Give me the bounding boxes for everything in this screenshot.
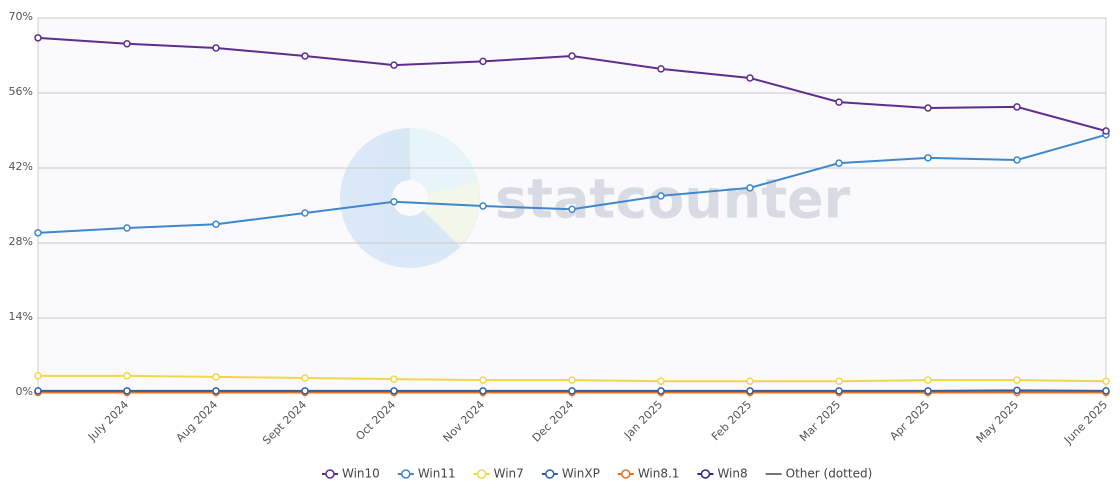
point [212, 44, 220, 52]
legend-label: WinXP [562, 467, 600, 481]
point [212, 220, 220, 228]
point [34, 372, 42, 380]
point [924, 376, 932, 384]
point [1013, 386, 1021, 395]
point [924, 154, 932, 162]
legend-marker [700, 469, 711, 479]
x-tick-label: Feb 2025 [709, 398, 754, 443]
point [123, 387, 131, 395]
point [1102, 387, 1110, 395]
point [924, 104, 932, 112]
x-tick-label: Sept 2024 [260, 398, 309, 447]
legend: Win10 Win11 Win7 WinXP Win8.1 Win8 Other (dott… [322, 467, 872, 481]
legend-label: Win8 [717, 467, 747, 481]
legend-marker [476, 469, 487, 479]
x-tick-label: Apr 2025 [887, 398, 932, 443]
point [390, 61, 398, 69]
point [34, 387, 42, 395]
point [657, 192, 665, 200]
x-tick-label: Nov 2024 [441, 398, 488, 445]
legend-label: Other (dotted) [786, 467, 873, 481]
legend-marker [325, 469, 335, 479]
point [568, 52, 576, 60]
point [1013, 376, 1021, 384]
point [835, 377, 843, 385]
legend-label: Win7 [494, 467, 524, 481]
point [212, 387, 220, 395]
point [568, 205, 576, 213]
point [568, 387, 576, 395]
point [479, 202, 487, 210]
point [123, 372, 131, 380]
point [123, 39, 131, 48]
y-tick-label: 14% [9, 310, 33, 323]
point [746, 387, 754, 395]
point [1102, 377, 1110, 385]
x-tick-label: Aug 2024 [174, 398, 221, 445]
watermark-logo [340, 128, 480, 268]
x-tick-label: Mar 2025 [797, 398, 843, 444]
y-tick-label: 56% [9, 85, 33, 98]
point [1102, 127, 1110, 135]
x-tick-label: Oct 2024 [353, 398, 398, 443]
legend-marker [545, 469, 555, 479]
y-tick-label: 42% [9, 160, 33, 173]
point [1013, 156, 1021, 164]
legend-label: Win11 [418, 467, 456, 481]
point [301, 209, 309, 217]
point [479, 387, 487, 395]
legend-label: Win10 [342, 467, 380, 481]
point [390, 198, 398, 206]
point [835, 387, 843, 395]
point [34, 229, 42, 237]
point [301, 374, 309, 382]
point [746, 74, 754, 82]
legend-label: Win8.1 [638, 467, 680, 481]
point [212, 373, 220, 381]
point [479, 57, 487, 66]
point [657, 377, 665, 385]
point [34, 34, 42, 42]
legend-marker [621, 469, 631, 479]
y-tick-label: 0% [16, 385, 33, 398]
point [390, 387, 398, 395]
x-tick-label: Dec 2024 [530, 398, 577, 445]
point [835, 159, 843, 167]
point [746, 377, 754, 385]
x-tick-label: Jan 2025 [621, 398, 665, 442]
point [1013, 103, 1021, 111]
legend-marker [401, 469, 411, 479]
y-tick-label: 70% [9, 10, 33, 23]
x-tick-label: June 2025 [1061, 398, 1110, 447]
point [301, 387, 309, 395]
point [657, 65, 665, 73]
watermark-text: statcounter [495, 168, 851, 231]
point [924, 387, 932, 395]
point [657, 387, 665, 395]
y-tick-label: 28% [9, 235, 33, 248]
point [390, 375, 398, 383]
point [479, 376, 487, 384]
point [301, 52, 309, 60]
x-tick-label: May 2025 [974, 398, 1022, 446]
point [746, 184, 754, 192]
point [123, 224, 131, 232]
x-tick-label: July 2024 [85, 398, 131, 444]
point [835, 98, 843, 106]
point [568, 376, 576, 384]
